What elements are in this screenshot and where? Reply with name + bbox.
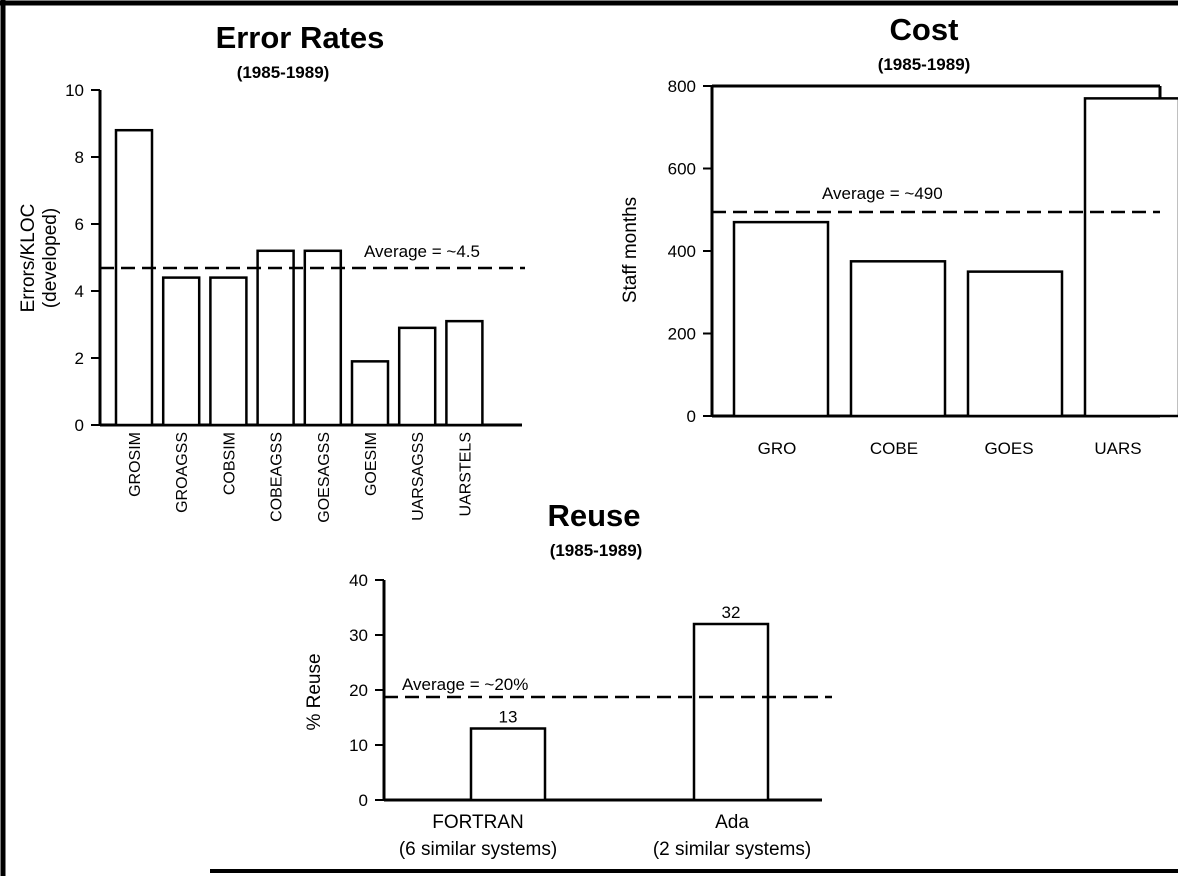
reuse-category-note: (2 similar systems) — [653, 839, 811, 860]
cost-bar — [732, 220, 830, 418]
reuse-ylabel: % Reuse — [304, 653, 325, 730]
reuse-title: Reuse — [547, 498, 640, 533]
reuse-y-tick-label: 20 — [349, 681, 368, 700]
error-rates-category-label: GOESIM — [363, 432, 380, 496]
error-rates-category-label: GOESAGSS — [316, 432, 333, 523]
error-rates-bar — [114, 128, 154, 427]
reuse-category-note: (6 similar systems) — [399, 839, 557, 860]
reuse-y-tick-label: 0 — [359, 791, 368, 810]
error-rates-ylabel-sub: (developed) — [40, 208, 61, 308]
reuse-y-tick-label: 40 — [349, 571, 368, 590]
error-rates-bar — [256, 249, 295, 427]
error-rates-average-label: Average = ~4.5 — [364, 242, 480, 261]
error-rates-plot: 0 2 4 6 8 10 GROSIM GROAGSS COBSIM COBEAGSS GOESAG… — [65, 81, 525, 523]
cost-average-label: Average = ~490 — [822, 184, 943, 203]
reuse-bar — [469, 727, 547, 802]
error-rates-category-label: COBSIM — [221, 432, 238, 495]
cost-y-tick-label: 400 — [668, 242, 696, 261]
reuse-chart: Reuse (1985-1989) % Reuse Average = ~20%… — [304, 498, 832, 860]
reuse-y-tick-label: 30 — [349, 626, 368, 645]
error-rates-category-label: UARSAGSS — [410, 432, 427, 521]
reuse-data-label: 32 — [722, 603, 741, 622]
error-rates-category-label: COBEAGSS — [269, 432, 286, 522]
error-rates-bar — [209, 276, 248, 427]
reuse-category-label: FORTRAN — [432, 812, 523, 833]
reuse-subtitle: (1985-1989) — [550, 541, 643, 560]
cost-bar — [849, 260, 947, 418]
reuse-data-label: 13 — [499, 708, 518, 727]
error-rates-category-label: GROSIM — [127, 432, 144, 497]
reuse-average-label: Average = ~20% — [402, 675, 528, 694]
error-rates-ylabel: Errors/KLOC — [18, 204, 39, 313]
cost-category-label: GRO — [758, 439, 797, 458]
error-rates-y-tick-label: 2 — [75, 349, 84, 368]
cost-bar — [966, 270, 1064, 418]
cost-ylabel: Staff months — [620, 197, 641, 303]
error-rates-bar — [303, 249, 343, 427]
error-rates-y-tick-label: 10 — [65, 81, 84, 100]
cost-y-tick-label: 0 — [687, 407, 696, 426]
error-rates-bar — [350, 360, 390, 427]
reuse-y-tick-label: 10 — [349, 736, 368, 755]
reuse-plot: 0 10 20 30 40 13 32 — [349, 571, 832, 810]
cost-plot: 0 200 400 600 800 GRO COBE GOES UARS — [668, 77, 1178, 458]
error-rates-y-tick-label: 6 — [75, 215, 84, 234]
error-rates-y-tick-label: 4 — [75, 282, 84, 301]
error-rates-bar — [161, 276, 201, 427]
error-rates-subtitle: (1985-1989) — [237, 63, 330, 82]
error-rates-category-label: UARSTELS — [457, 432, 474, 516]
cost-category-label: COBE — [870, 439, 918, 458]
cost-subtitle: (1985-1989) — [878, 55, 971, 74]
error-rates-chart: Error Rates (1985-1989) Errors/KLOC (dev… — [18, 20, 525, 523]
cost-category-label: UARS — [1094, 439, 1141, 458]
reuse-bar — [692, 622, 770, 802]
error-rates-title: Error Rates — [216, 20, 385, 55]
cost-bar — [1083, 97, 1178, 418]
error-rates-bar — [445, 319, 484, 427]
error-rates-category-label: GROAGSS — [174, 432, 191, 513]
cost-title: Cost — [890, 12, 959, 47]
reuse-category-label: Ada — [715, 812, 749, 833]
cost-y-tick-label: 800 — [668, 77, 696, 96]
error-rates-bar — [397, 326, 437, 427]
cost-y-tick-label: 200 — [668, 325, 696, 344]
error-rates-y-tick-label: 0 — [75, 416, 84, 435]
error-rates-y-tick-label: 8 — [75, 148, 84, 167]
cost-category-label: GOES — [984, 439, 1033, 458]
cost-chart: Cost (1985-1989) Staff months Average = … — [620, 12, 1178, 458]
cost-y-tick-label: 600 — [668, 160, 696, 179]
